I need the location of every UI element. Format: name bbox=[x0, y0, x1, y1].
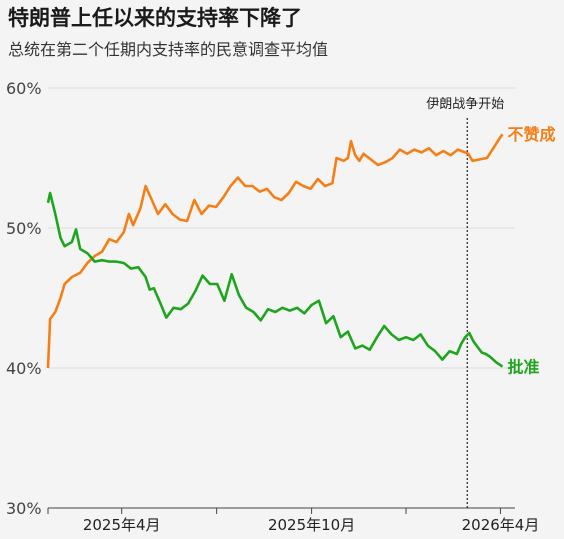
y-tick-label: 50% bbox=[6, 219, 42, 238]
chart-subtitle: 总统在第二个任期内支持率的民意调查平均值 bbox=[8, 40, 329, 59]
y-tick-label: 40% bbox=[6, 359, 42, 378]
x-tick-label: 2026年4月 bbox=[462, 516, 540, 534]
disapprove-line bbox=[46, 133, 504, 369]
disapprove-label: 不赞成 bbox=[508, 125, 556, 144]
chart-title: 特朗普上任以来的支持率下降了 bbox=[8, 6, 302, 30]
y-tick-label: 60% bbox=[6, 79, 42, 98]
approve-line bbox=[46, 191, 504, 368]
x-tick-label: 2025年10月 bbox=[268, 516, 355, 534]
approve-label: 批准 bbox=[508, 358, 540, 377]
x-tick-label: 2025年4月 bbox=[83, 516, 161, 534]
event-label: 伊朗战争开始 bbox=[426, 97, 504, 112]
y-tick-label: 30% bbox=[6, 499, 42, 518]
